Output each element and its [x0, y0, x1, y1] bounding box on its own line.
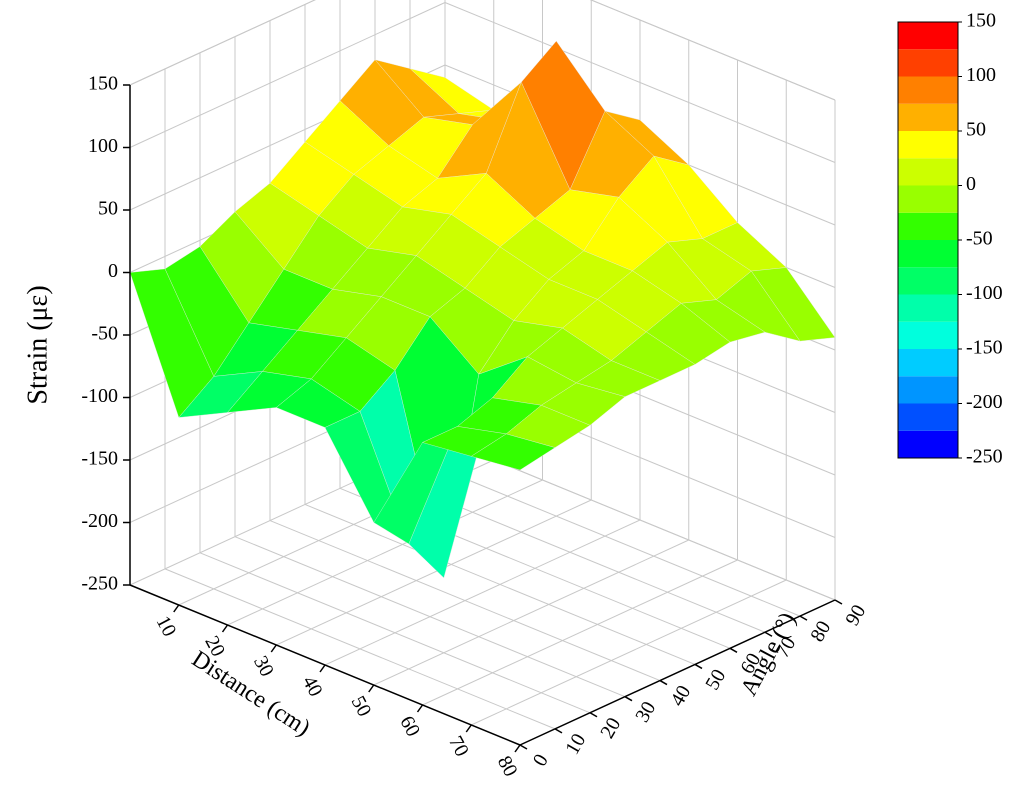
- colorbar-tick-label: 150: [966, 10, 996, 32]
- colorbar-band: [898, 212, 958, 240]
- colorbar-band: [898, 349, 958, 377]
- y-tick-label: 50: [701, 666, 730, 694]
- z-tick-label: -150: [81, 448, 118, 470]
- colorbar-tick-label: 100: [966, 64, 996, 86]
- grid-line: [234, 536, 626, 698]
- colorbar-tick-label: 50: [966, 119, 986, 141]
- colorbar-band: [898, 240, 958, 268]
- x-tick-label: 80: [493, 752, 522, 780]
- x-tick-label: 30: [249, 652, 278, 680]
- colorbar-tick-label: -150: [966, 337, 1003, 359]
- grid-line: [409, 455, 801, 617]
- z-tick-label: -250: [81, 573, 118, 595]
- grid-line: [227, 479, 543, 626]
- colorbar-band: [898, 376, 958, 404]
- colorbar-band: [898, 321, 958, 349]
- colorbar-band: [898, 185, 958, 213]
- colorbar-band: [898, 158, 958, 186]
- x-tick: [221, 624, 229, 633]
- x-tick-label: 50: [347, 692, 376, 720]
- y-tick: [764, 631, 773, 637]
- x-tick: [416, 704, 424, 713]
- colorbar-band: [898, 22, 958, 50]
- z-tick-label: 100: [88, 135, 118, 157]
- z-axis-title: Strain (με): [22, 285, 53, 404]
- y-tick: [799, 615, 808, 621]
- grid-line: [422, 559, 738, 706]
- z-tick-label: 150: [88, 73, 118, 95]
- grid-line: [324, 519, 641, 666]
- colorbar-band: [898, 76, 958, 104]
- grid-line: [471, 579, 787, 726]
- y-tick-label: 10: [561, 730, 590, 758]
- y-tick: [659, 679, 668, 686]
- x-axis-title: Distance (cm): [187, 646, 315, 741]
- grid-line: [129, 2, 446, 148]
- colorbar-tick-label: -50: [966, 228, 993, 250]
- colorbar-band: [898, 403, 958, 431]
- x-tick-label: 40: [298, 672, 327, 700]
- grid-line: [304, 503, 696, 665]
- x-tick: [270, 644, 277, 653]
- y-tick: [554, 728, 563, 734]
- colorbar-tick-label: -200: [966, 391, 1003, 413]
- x-tick: [319, 664, 326, 673]
- y-tick-label: 90: [841, 601, 870, 629]
- colorbar-tick-label: -100: [966, 282, 1003, 304]
- surface: [129, 40, 836, 579]
- y-tick-label: 40: [666, 682, 695, 710]
- wall-edge: [129, 0, 316, 86]
- x-tick-label: 70: [444, 732, 473, 760]
- y-tick: [694, 663, 703, 670]
- z-tick-label: -50: [91, 323, 118, 345]
- colorbar-band: [898, 103, 958, 131]
- x-tick: [514, 744, 521, 753]
- surface-cell: [470, 433, 556, 471]
- z-tick-label: -100: [81, 385, 118, 407]
- x-tick-label: 10: [152, 612, 181, 640]
- x-tick-label: 60: [395, 712, 424, 740]
- grid-line: [276, 499, 592, 646]
- grid-line: [199, 552, 591, 714]
- y-tick: [519, 744, 528, 750]
- wall-edge: [589, 0, 836, 101]
- grid-line: [164, 568, 556, 730]
- x-tick: [368, 684, 375, 693]
- y-tick-label: 20: [596, 714, 625, 742]
- z-tick-label: 50: [98, 198, 118, 220]
- colorbar-band: [898, 267, 958, 295]
- colorbar-band: [898, 430, 958, 458]
- colorbar-band: [898, 294, 958, 322]
- colorbar-tick-label: -250: [966, 446, 1003, 468]
- x-tick: [465, 724, 472, 733]
- y-tick-label: 30: [631, 698, 660, 726]
- z-tick-label: 0: [108, 260, 118, 282]
- colorbar-band: [898, 131, 958, 159]
- z-tick-label: -200: [81, 510, 118, 532]
- y-axis: [519, 599, 836, 746]
- grid-line: [373, 539, 689, 686]
- colorbar-band: [898, 49, 958, 77]
- colorbar-tick-label: 0: [966, 173, 976, 195]
- y-tick: [834, 599, 843, 605]
- y-tick-label: 0: [529, 750, 553, 770]
- y-tick: [624, 696, 633, 702]
- x-tick: [173, 604, 180, 613]
- y-tick-label: 80: [806, 617, 835, 645]
- y-tick: [589, 712, 598, 718]
- grid-line: [269, 520, 661, 682]
- y-tick: [729, 647, 738, 653]
